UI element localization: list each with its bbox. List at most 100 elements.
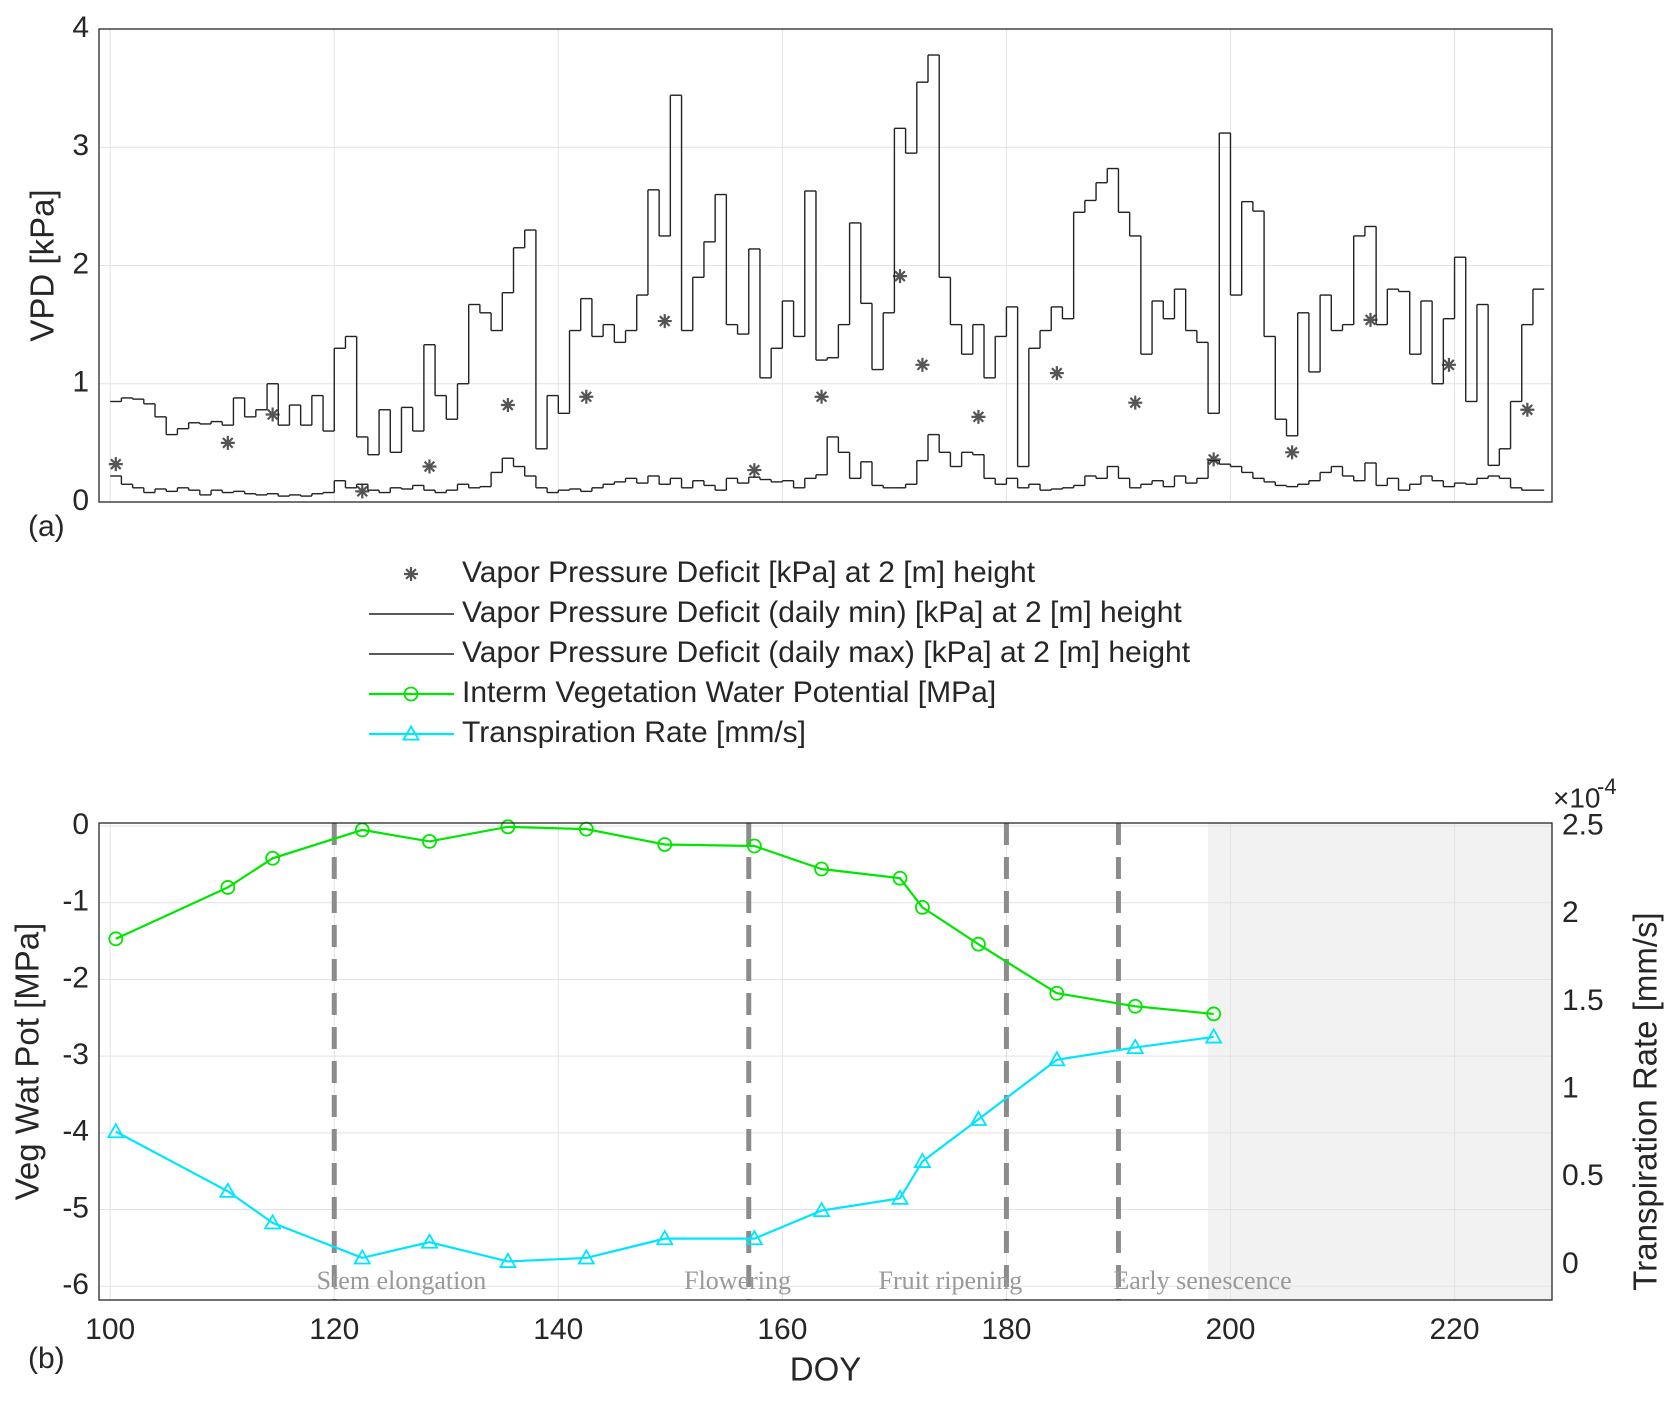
asterisk-marker — [915, 357, 930, 372]
phase-annotation: Flowering — [684, 1266, 791, 1295]
y-axis-label: VPD [kPa] — [24, 189, 61, 341]
triangle-marker — [890, 1188, 910, 1205]
y-tick-label: -5 — [62, 1191, 89, 1224]
legend-label: Vapor Pressure Deficit [kPa] at 2 [m] he… — [462, 556, 1036, 589]
asterisk-marker — [657, 314, 672, 329]
asterisk-marker — [108, 457, 123, 472]
triangle-marker — [913, 1152, 932, 1168]
circle-marker — [915, 899, 930, 915]
legend-label: Vapor Pressure Deficit (daily max) [kPa]… — [462, 636, 1191, 669]
circle-marker — [403, 686, 419, 702]
x-tick-label: 200 — [1205, 1313, 1255, 1346]
y-tick-label: -6 — [62, 1268, 89, 1301]
circle-marker — [746, 838, 762, 854]
series-line — [115, 1035, 1214, 1263]
panel-label: (a) — [28, 510, 65, 543]
y2-tick-label: 0 — [1562, 1247, 1579, 1280]
circle-marker — [500, 819, 516, 835]
shaded-region — [1208, 823, 1552, 1300]
circle-marker — [220, 880, 236, 895]
y2-multiplier-base: ×10 — [1553, 782, 1601, 813]
x-tick-label: 140 — [533, 1313, 583, 1346]
y-tick-label: -3 — [62, 1038, 89, 1071]
circle-marker — [971, 936, 986, 952]
triangle-marker — [745, 1229, 764, 1246]
legend-label: Vapor Pressure Deficit (daily min) [kPa]… — [462, 596, 1182, 629]
asterisk-marker — [579, 389, 594, 404]
x-tick-label: 180 — [981, 1313, 1031, 1346]
circle-marker — [657, 837, 673, 852]
y-tick-label: -4 — [62, 1115, 89, 1148]
y-axis-label: Veg Wat Pot [MPa] — [9, 923, 46, 1201]
asterisk-marker — [265, 407, 280, 422]
triangle-marker — [1047, 1050, 1066, 1067]
y-tick-label: 1 — [72, 366, 89, 399]
y-tick-label: -1 — [62, 885, 89, 918]
y2-tick-label: 2 — [1562, 896, 1579, 929]
panel-label: (b) — [28, 1342, 65, 1375]
axes-box — [98, 822, 1553, 1301]
y2-tick-label: 1 — [1562, 1071, 1579, 1104]
asterisk-marker — [500, 398, 515, 413]
asterisk-marker — [1285, 445, 1300, 460]
legend-label: Transpiration Rate [mm/s] — [462, 716, 806, 749]
circle-marker — [1127, 998, 1143, 1014]
triangle-marker — [655, 1229, 674, 1246]
x-tick-label: 220 — [1430, 1313, 1480, 1346]
circle-marker — [1049, 985, 1065, 1001]
asterisk-marker — [1206, 452, 1221, 467]
x-axis-label: DOY — [790, 1351, 862, 1388]
y-tick-label: 0 — [72, 484, 89, 517]
asterisk-marker — [220, 435, 235, 450]
triangle-marker — [969, 1110, 988, 1126]
x-tick-label: 160 — [757, 1313, 807, 1346]
asterisk-marker — [1128, 395, 1143, 410]
x-tick-label: 120 — [309, 1313, 359, 1346]
y-tick-label: 2 — [72, 247, 89, 280]
x-tick-label: 100 — [85, 1313, 135, 1346]
triangle-marker — [812, 1201, 831, 1218]
asterisk-marker — [747, 463, 762, 478]
triangle-marker — [218, 1181, 237, 1198]
asterisk-marker — [404, 567, 418, 581]
circle-marker — [265, 850, 281, 866]
y2-tick-label: 1.5 — [1562, 984, 1604, 1017]
triangle-marker — [401, 724, 421, 741]
triangle-marker — [263, 1213, 282, 1230]
triangle-marker — [1126, 1038, 1145, 1054]
y2-tick-label: 0.5 — [1562, 1159, 1604, 1192]
y2-axis-label: Transpiration Rate [mm/s] — [1627, 912, 1664, 1290]
circle-marker — [422, 834, 437, 849]
circle-marker — [108, 931, 124, 947]
y-tick-label: 3 — [72, 129, 89, 162]
series-line — [115, 825, 1214, 1016]
phase-annotation: Fruit ripening — [879, 1266, 1023, 1295]
y-tick-label: 0 — [72, 808, 89, 841]
triangle-marker — [420, 1232, 439, 1249]
triangle-marker — [1204, 1027, 1223, 1044]
circle-marker — [892, 870, 908, 886]
asterisk-marker — [1441, 357, 1456, 372]
asterisk-marker — [355, 484, 370, 499]
phase-annotation: Stem elongation — [317, 1266, 487, 1295]
circle-marker — [814, 861, 829, 877]
axes-box — [98, 28, 1553, 503]
triangle-marker — [106, 1122, 125, 1139]
asterisk-marker — [971, 409, 986, 424]
y2-tick-label: 2.5 — [1562, 808, 1604, 841]
asterisk-marker — [814, 389, 829, 404]
asterisk-marker — [1049, 366, 1064, 381]
circle-marker — [1206, 1006, 1222, 1022]
y-tick-label: 4 — [72, 11, 89, 44]
phase-annotation: Early senescence — [1113, 1266, 1291, 1295]
asterisk-marker — [1363, 312, 1378, 327]
legend-label: Interm Vegetation Water Potential [MPa] — [462, 676, 996, 709]
triangle-marker — [353, 1248, 372, 1265]
asterisk-marker — [892, 269, 907, 284]
triangle-marker — [577, 1248, 596, 1265]
asterisk-marker — [1520, 402, 1535, 417]
asterisk-marker — [422, 459, 437, 474]
y-tick-label: -2 — [62, 961, 89, 994]
